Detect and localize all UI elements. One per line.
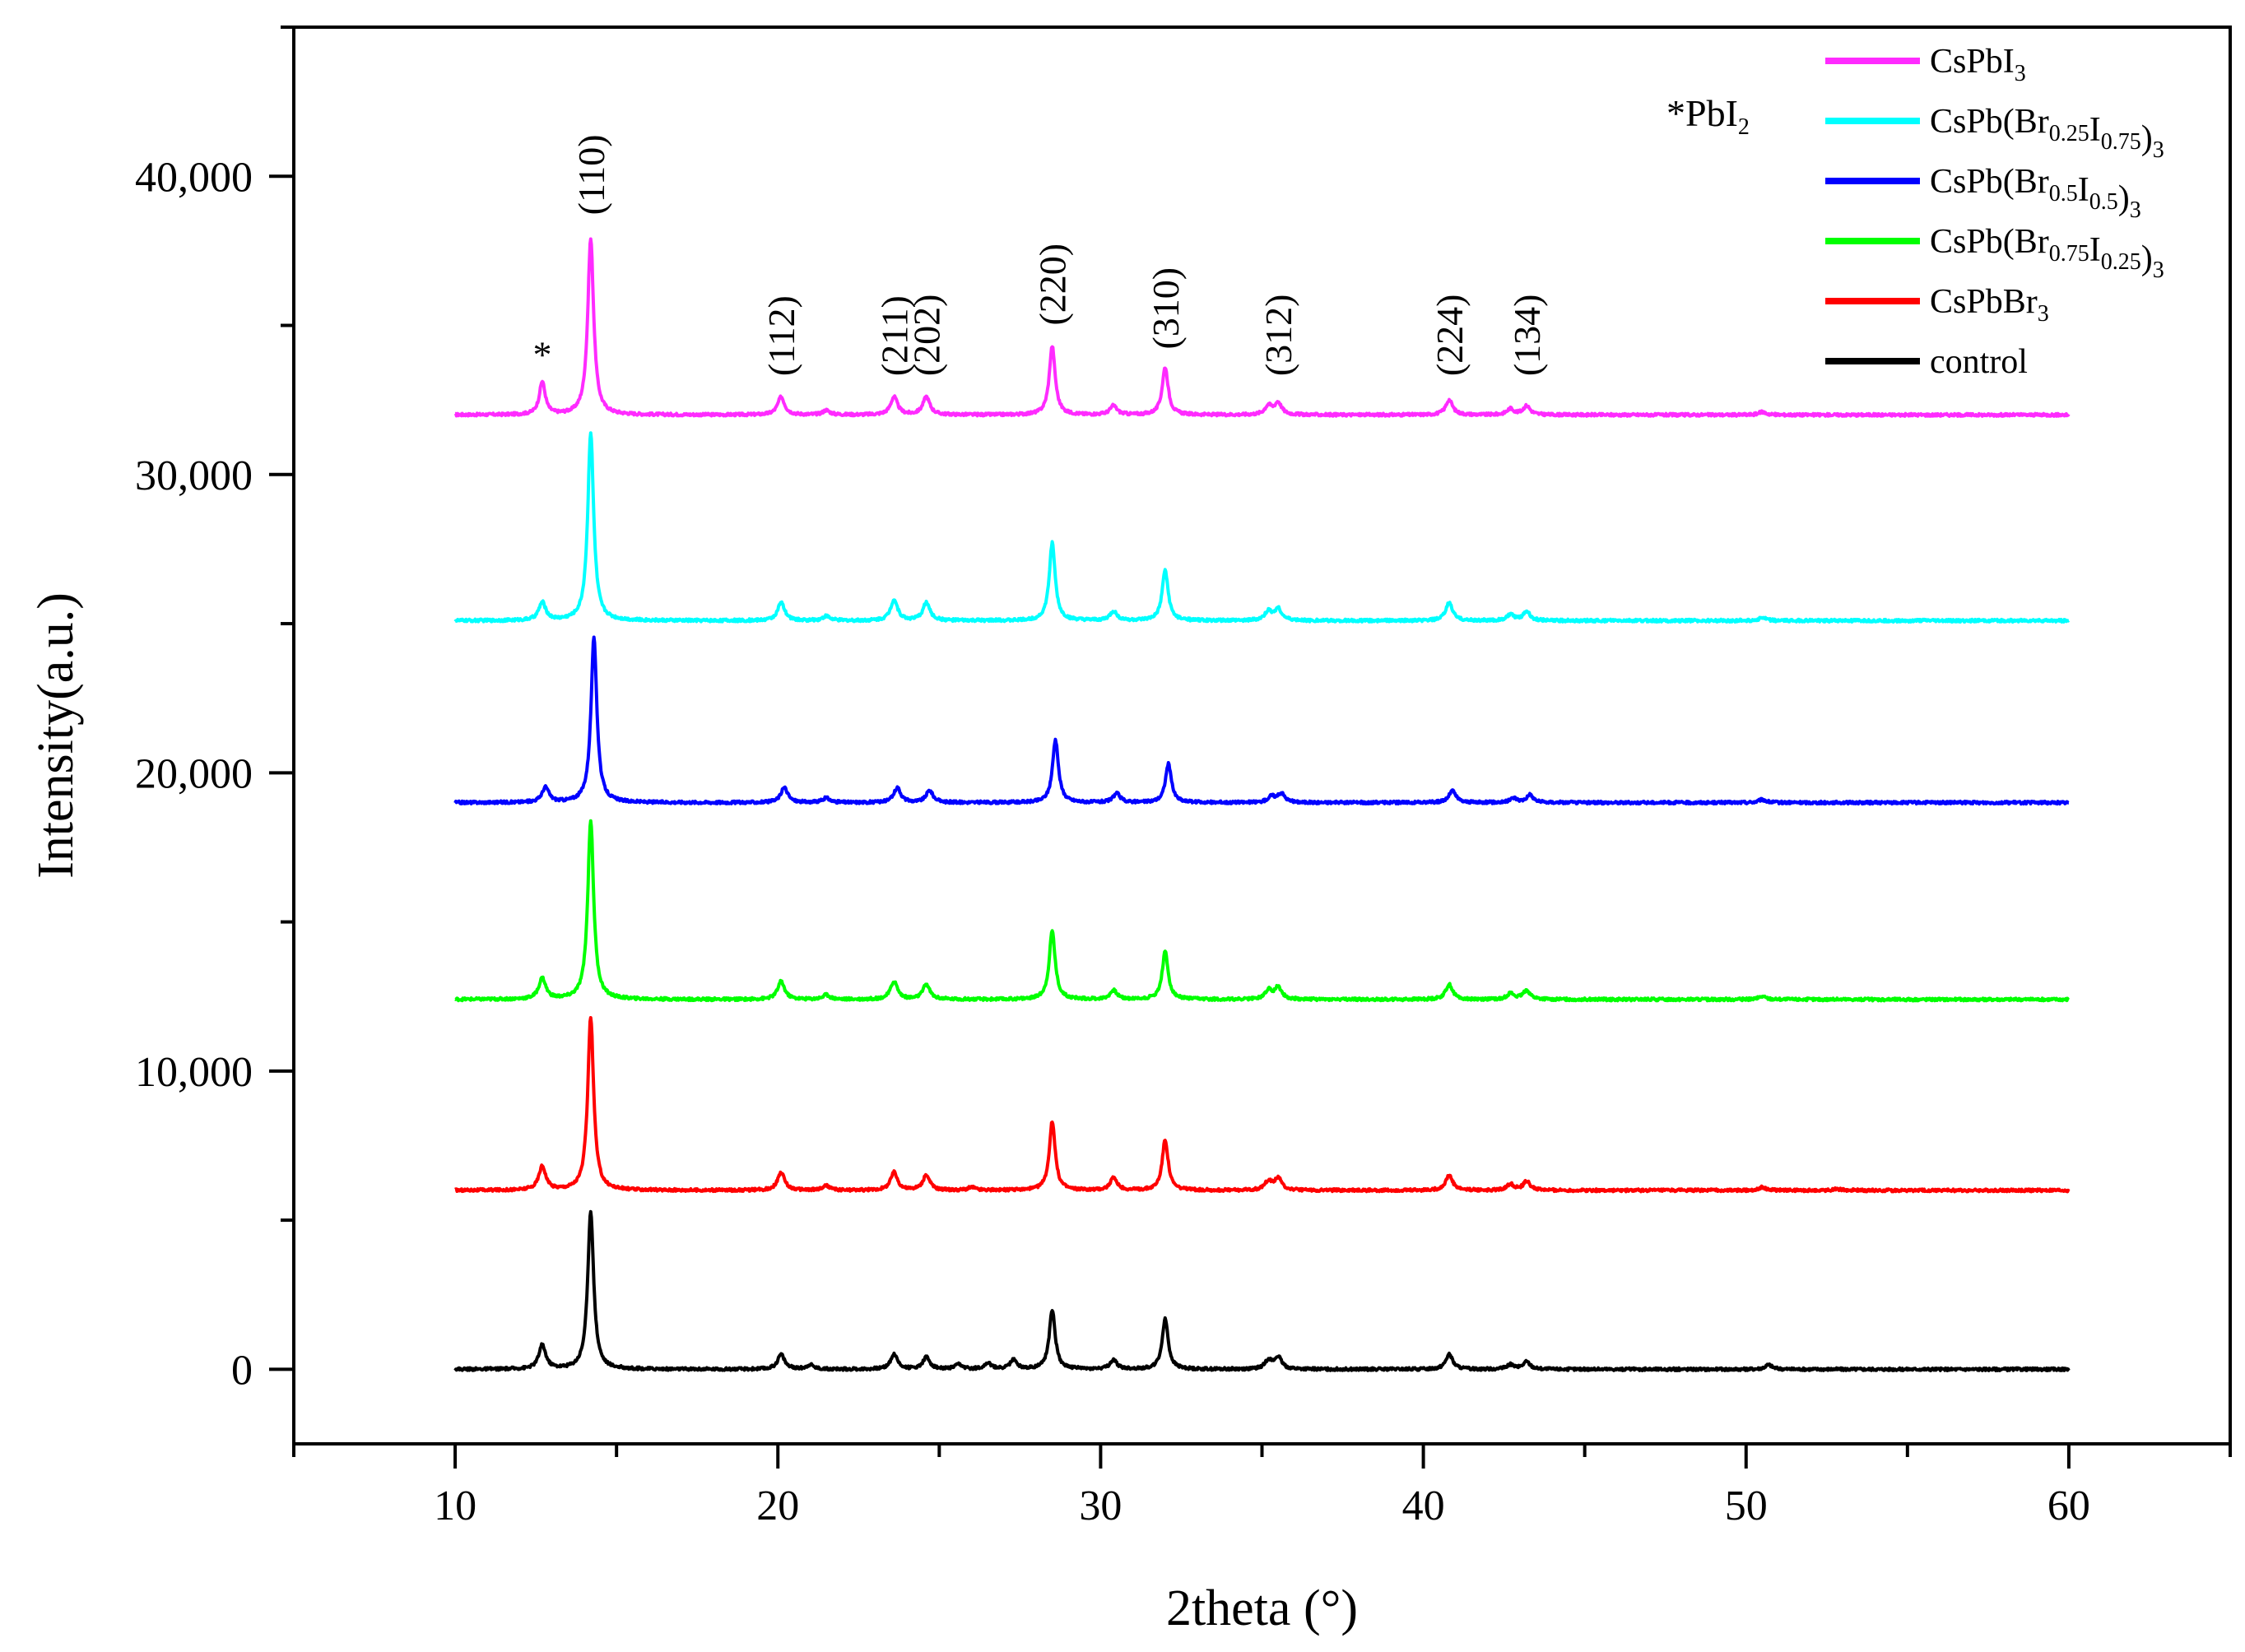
y-axis-title: Intensity(a.u.) bbox=[28, 592, 84, 879]
impurity-marker: * bbox=[532, 333, 551, 375]
series-line bbox=[453, 819, 2071, 1003]
peak-label: (110) bbox=[570, 134, 612, 215]
x-axis-title: 2theta (°) bbox=[1166, 1580, 1358, 1636]
x-tick-label: 40 bbox=[1402, 1483, 1445, 1529]
legend-label: CsPb(Br0.75I0.25)3 bbox=[1930, 223, 2164, 283]
series-line bbox=[453, 635, 2071, 806]
series-line bbox=[453, 1209, 2071, 1372]
legend-label: control bbox=[1930, 343, 2028, 381]
pbi2-note-label: *PbI2 bbox=[1666, 92, 1750, 140]
pbi2-marker-note: *PbI2 bbox=[1666, 92, 1750, 140]
y-tick-label: 30,000 bbox=[135, 452, 253, 499]
y-tick-label: 20,000 bbox=[135, 750, 253, 797]
legend-label: CsPbBr3 bbox=[1930, 283, 2049, 327]
y-tick-label: 10,000 bbox=[135, 1049, 253, 1096]
peak-label: (312) bbox=[1257, 295, 1299, 377]
legend-label: CsPb(Br0.5I0.5)3 bbox=[1930, 163, 2141, 223]
x-tick-label: 50 bbox=[1725, 1483, 1768, 1529]
legend-label: CsPb(Br0.25I0.75)3 bbox=[1930, 103, 2164, 163]
peak-label: (112) bbox=[760, 295, 802, 376]
peak-annotations: * (110) (112) (211)(202) (220) (310) (312) (224… bbox=[532, 134, 1548, 376]
y-tick-label: 0 bbox=[231, 1347, 253, 1394]
x-tick-label: 60 bbox=[2047, 1483, 2090, 1529]
peak-label: (220) bbox=[1032, 244, 1074, 326]
x-tick-label: 20 bbox=[756, 1483, 799, 1529]
legend: CsPbI3 CsPb(Br0.25I0.75)3CsPb(Br0.5I0.5)3… bbox=[1825, 43, 2164, 381]
peak-label: (224) bbox=[1429, 295, 1471, 377]
series-line bbox=[453, 237, 2071, 418]
axes: 10 20 30 40 50 60 0 10,000 20,000 30,000 40,000 bbox=[135, 26, 2232, 1529]
series-line bbox=[453, 431, 2071, 624]
series-line bbox=[453, 1016, 2071, 1194]
peak-label: (310) bbox=[1145, 267, 1187, 350]
y-tick-label: 40,000 bbox=[135, 154, 253, 201]
x-tick-label: 10 bbox=[434, 1483, 476, 1529]
legend-label: CsPbI3 bbox=[1930, 43, 2026, 86]
peak-label: (134) bbox=[1506, 295, 1548, 377]
peak-label: (202) bbox=[906, 295, 948, 377]
peak-label: (211) bbox=[873, 295, 915, 376]
x-tick-label: 30 bbox=[1079, 1483, 1122, 1529]
plot-area bbox=[453, 237, 2071, 1372]
